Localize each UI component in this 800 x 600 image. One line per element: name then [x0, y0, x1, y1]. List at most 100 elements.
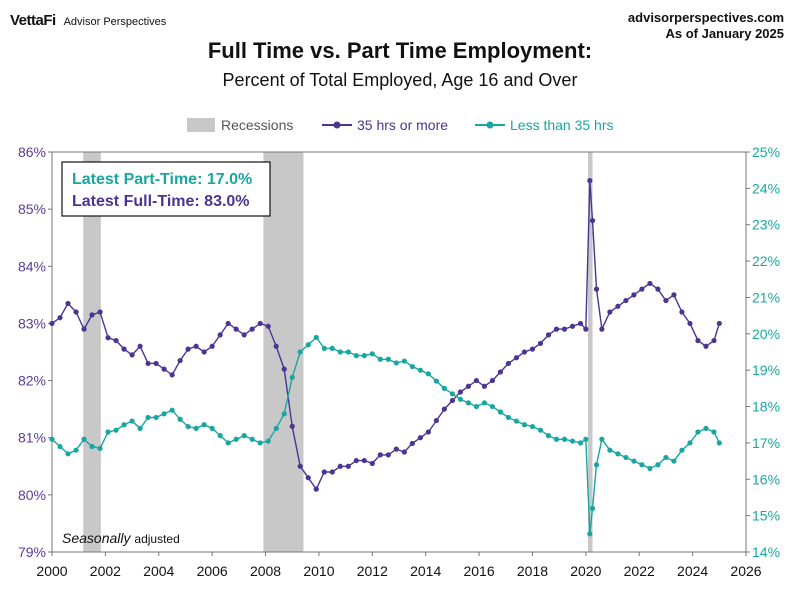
part-time-point-7: [105, 429, 111, 435]
full-time-point-51: [457, 389, 463, 395]
full-time-point-38: [353, 457, 359, 464]
x-tick-label-3: 2006: [197, 563, 228, 579]
part-time-point-67: [583, 436, 589, 442]
right-tick-label-7: 21%: [752, 289, 780, 305]
full-time-point-20: [209, 343, 215, 349]
x-tick-label-0: 2000: [36, 563, 67, 579]
part-time-point-79: [663, 454, 669, 461]
part-time-point-74: [623, 454, 629, 461]
part-time-point-58: [513, 418, 520, 424]
part-time-point-21: [217, 433, 223, 439]
full-time-point-70: [593, 286, 600, 292]
part-time-point-38: [353, 353, 359, 359]
part-time-point-50: [449, 391, 455, 397]
x-tick-label-10: 2020: [570, 563, 601, 579]
part-time-point-28: [273, 425, 279, 431]
part-time-point-84: [703, 425, 709, 431]
part-time-point-81: [679, 447, 685, 453]
chart-title: Full Time vs. Part Time Employment:: [207, 38, 593, 63]
recession-band-2: [587, 152, 593, 552]
part-time-point-48: [433, 378, 439, 384]
full-time-point-72: [607, 309, 613, 315]
full-time-point-47: [425, 429, 431, 435]
right-tick-label-1: 15%: [752, 508, 780, 524]
right-tick-label-10: 24%: [752, 180, 780, 196]
left-tick-label-5: 84%: [18, 258, 46, 274]
part-time-point-57: [505, 414, 512, 421]
part-time-point-61: [537, 427, 544, 433]
legend-recession-swatch: [187, 118, 215, 132]
plot-frame: [51, 151, 747, 553]
part-time-point-23: [233, 436, 239, 442]
full-time-point-18: [193, 343, 199, 349]
part-time-point-65: [569, 438, 576, 444]
full-time-point-59: [521, 349, 528, 355]
x-tick-label-4: 2008: [250, 563, 281, 579]
part-time-point-78: [655, 462, 661, 468]
full-time-point-52: [465, 383, 471, 389]
part-time-point-83: [695, 429, 701, 435]
part-time-point-35: [329, 345, 335, 351]
full-time-point-32: [305, 475, 311, 481]
part-time-point-16: [177, 416, 183, 422]
full-time-point-23: [233, 326, 239, 332]
series-line-part-time: [51, 336, 720, 534]
full-time-point-56: [497, 369, 504, 375]
full-time-point-53: [473, 377, 480, 384]
part-time-point-17: [185, 423, 191, 430]
brand-subtitle: Advisor Perspectives: [63, 16, 167, 28]
series-line-full-time: [51, 180, 720, 491]
full-time-point-42: [385, 452, 391, 458]
full-time-point-21: [217, 332, 223, 338]
full-time-point-36: [337, 463, 343, 469]
part-time-point-11: [137, 425, 143, 431]
part-time-point-34: [321, 345, 327, 351]
x-tick-label-5: 2010: [303, 563, 334, 579]
x-tick-label-2: 2004: [143, 563, 174, 579]
part-time-point-69: [589, 505, 596, 511]
full-time-point-73: [615, 303, 621, 309]
left-tick-label-7: 86%: [18, 144, 46, 160]
x-tick-label-13: 2026: [730, 563, 761, 579]
full-time-point-8: [113, 337, 119, 344]
part-time-point-73: [615, 451, 621, 457]
x-tick-label-7: 2014: [410, 563, 441, 579]
full-time-point-68: [587, 177, 593, 184]
right-tick-label-9: 23%: [752, 217, 780, 233]
part-time-point-86: [716, 440, 722, 446]
full-time-point-31: [297, 463, 303, 469]
part-time-point-52: [465, 400, 471, 406]
full-time-point-9: [121, 346, 127, 352]
part-time-point-75: [631, 458, 637, 464]
part-time-point-53: [473, 403, 480, 410]
right-tick-label-6: 20%: [752, 326, 780, 342]
part-time-point-4: [81, 436, 87, 442]
full-time-point-71: [599, 326, 605, 332]
full-time-point-75: [631, 292, 637, 298]
full-time-point-24: [241, 332, 247, 338]
full-time-point-43: [393, 446, 399, 452]
full-time-point-3: [73, 309, 79, 315]
part-time-point-30: [289, 374, 295, 381]
part-time-point-64: [561, 436, 568, 442]
full-time-point-33: [313, 486, 319, 492]
part-time-point-37: [345, 349, 351, 355]
x-tick-label-9: 2018: [517, 563, 548, 579]
site-url[interactable]: advisorperspectives.com: [627, 10, 784, 25]
legend-part-time: Less than 35 hrs: [510, 117, 614, 133]
full-time-point-60: [529, 346, 536, 352]
latest-part-time: Latest Part-Time: 17.0%: [72, 171, 252, 188]
part-time-point-43: [393, 360, 399, 366]
full-time-point-74: [623, 297, 629, 304]
part-time-point-27: [265, 438, 271, 444]
full-time-point-57: [505, 360, 512, 367]
part-time-point-33: [313, 334, 319, 341]
part-time-point-20: [209, 425, 215, 431]
part-time-point-26: [257, 440, 263, 446]
part-time-point-77: [647, 465, 653, 471]
full-time-point-86: [716, 320, 722, 327]
full-time-point-41: [377, 452, 383, 458]
part-time-point-14: [161, 411, 167, 417]
part-time-point-68: [587, 531, 593, 537]
